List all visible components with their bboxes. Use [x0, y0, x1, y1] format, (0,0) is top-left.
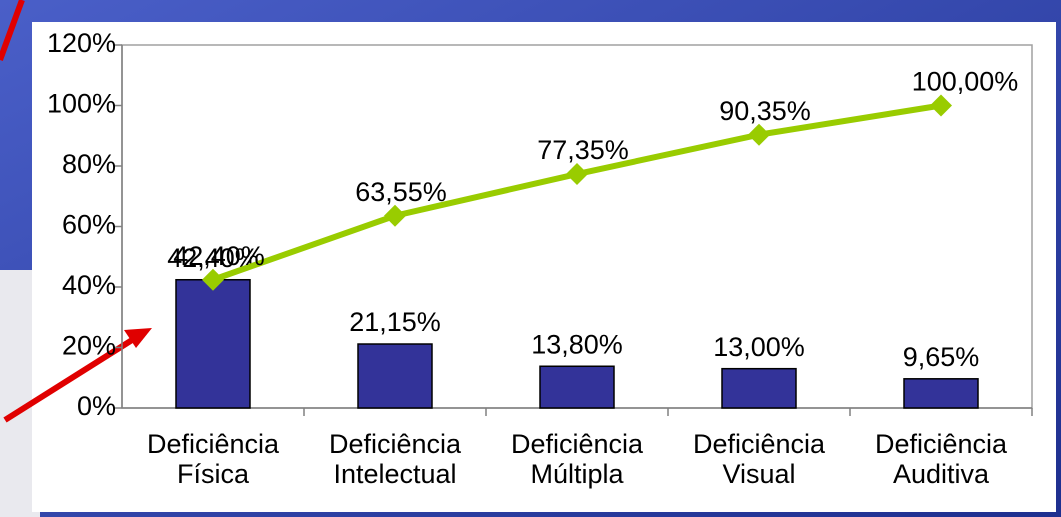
line-marker — [384, 204, 406, 227]
x-tick-label: Deficiência — [147, 429, 280, 459]
line-marker — [930, 94, 952, 117]
line-marker — [748, 123, 770, 146]
bar-value-label: 13,80% — [531, 329, 623, 359]
bar-value-label: 9,65% — [903, 342, 980, 372]
y-tick-label: 0% — [77, 391, 116, 421]
bar-value-label: 13,00% — [713, 332, 805, 362]
line-value-label: 100,00% — [912, 67, 1019, 97]
y-tick-label: 120% — [47, 28, 116, 58]
x-tick-label: Deficiência — [875, 429, 1008, 459]
bar — [539, 365, 615, 409]
y-tick-label: 100% — [47, 89, 116, 119]
line-value-label: 63,55% — [355, 177, 447, 207]
x-tick-label: Deficiência — [693, 429, 826, 459]
x-tick-label: Múltipla — [530, 459, 624, 489]
x-tick-label: Física — [177, 459, 250, 489]
line-value-label: 42,40% — [173, 241, 265, 271]
x-tick-label: Intelectual — [333, 459, 456, 489]
line-value-label: 90,35% — [719, 96, 811, 126]
chart-background — [32, 22, 1056, 512]
x-tick-label: Visual — [722, 459, 795, 489]
x-tick-label: Auditiva — [893, 459, 990, 489]
x-tick-label: Deficiência — [329, 429, 462, 459]
line-value-label: 77,35% — [537, 135, 629, 165]
bar — [357, 343, 433, 409]
red-arrows — [0, 0, 152, 423]
line-marker — [202, 268, 224, 291]
y-tick-label: 40% — [62, 270, 116, 300]
y-tick-label: 80% — [62, 149, 116, 179]
y-tick-label: 60% — [62, 210, 116, 240]
bar — [721, 367, 797, 409]
x-tick-label: Deficiência — [511, 429, 644, 459]
bar — [175, 278, 251, 409]
bar-value-label: 21,15% — [349, 307, 441, 337]
line-marker — [566, 163, 588, 186]
y-tick-label: 20% — [62, 331, 116, 361]
bar — [903, 378, 979, 409]
